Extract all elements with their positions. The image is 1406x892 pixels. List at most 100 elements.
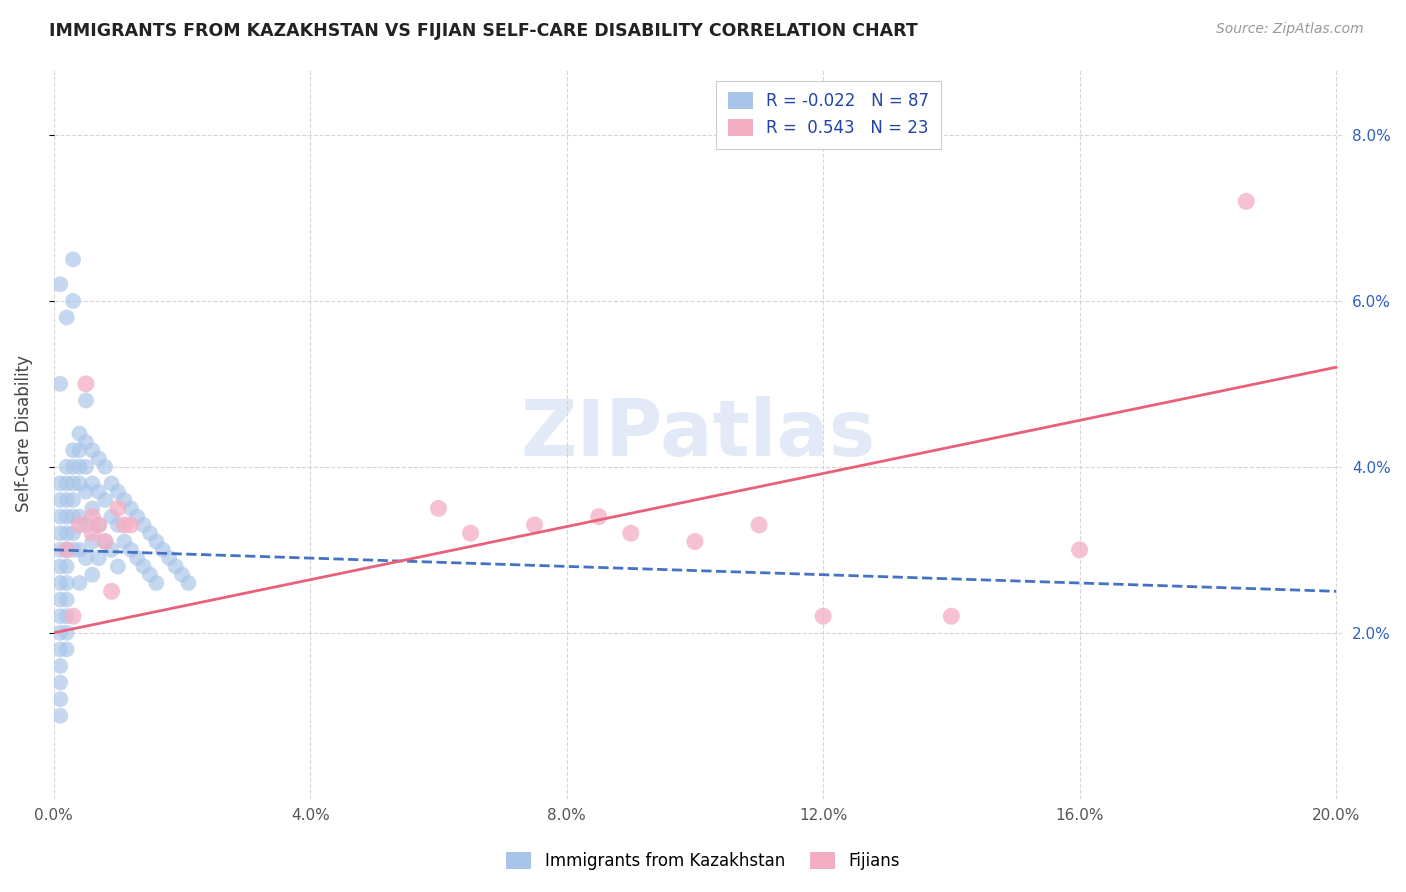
Point: [55, 609, 77, 624]
Point: [94, 493, 117, 508]
Point: [49, 675, 72, 690]
Point: [107, 559, 129, 574]
Point: [69, 576, 91, 591]
Point: [87, 451, 110, 466]
Point: [55, 592, 77, 607]
Point: [49, 376, 72, 391]
Point: [620, 526, 643, 541]
Point: [127, 551, 149, 566]
Point: [49, 476, 72, 491]
Point: [170, 567, 193, 582]
Point: [112, 493, 135, 508]
Point: [157, 551, 180, 566]
Point: [94, 534, 117, 549]
Point: [82, 501, 104, 516]
Point: [62, 542, 84, 557]
Point: [62, 526, 84, 541]
Point: [523, 517, 546, 532]
Point: [100, 509, 122, 524]
Point: [49, 559, 72, 574]
Point: [49, 642, 72, 657]
Point: [107, 484, 129, 499]
Point: [55, 509, 77, 524]
Point: [588, 509, 610, 524]
Point: [100, 542, 122, 557]
Text: IMMIGRANTS FROM KAZAKHSTAN VS FIJIAN SELF-CARE DISABILITY CORRELATION CHART: IMMIGRANTS FROM KAZAKHSTAN VS FIJIAN SEL…: [49, 22, 918, 40]
Point: [49, 592, 72, 607]
Point: [120, 542, 142, 557]
Point: [75, 376, 97, 391]
Point: [75, 434, 97, 449]
Point: [87, 551, 110, 566]
Point: [82, 443, 104, 458]
Point: [132, 559, 155, 574]
Point: [145, 534, 167, 549]
Point: [55, 476, 77, 491]
Point: [55, 493, 77, 508]
Point: [82, 567, 104, 582]
Point: [75, 459, 97, 474]
Point: [55, 625, 77, 640]
Point: [55, 310, 77, 325]
Point: [152, 542, 174, 557]
Point: [55, 542, 77, 557]
Point: [75, 393, 97, 408]
Point: [120, 517, 142, 532]
Point: [69, 476, 91, 491]
Point: [55, 576, 77, 591]
Point: [177, 576, 200, 591]
Point: [112, 534, 135, 549]
Point: [107, 517, 129, 532]
Point: [55, 642, 77, 657]
Point: [100, 476, 122, 491]
Point: [49, 509, 72, 524]
Point: [82, 509, 104, 524]
Point: [145, 576, 167, 591]
Point: [69, 517, 91, 532]
Point: [82, 534, 104, 549]
Point: [87, 517, 110, 532]
Point: [69, 542, 91, 557]
Point: [49, 692, 72, 706]
Legend: Immigrants from Kazakhstan, Fijians: Immigrants from Kazakhstan, Fijians: [499, 845, 907, 877]
Point: [139, 567, 162, 582]
Point: [62, 609, 84, 624]
Point: [49, 576, 72, 591]
Point: [427, 501, 450, 516]
Point: [120, 501, 142, 516]
Point: [941, 609, 963, 624]
Point: [49, 625, 72, 640]
Point: [55, 526, 77, 541]
Point: [94, 534, 117, 549]
Point: [75, 551, 97, 566]
Text: ZIPatlas: ZIPatlas: [520, 396, 876, 472]
Point: [100, 584, 122, 599]
Y-axis label: Self-Care Disability: Self-Care Disability: [15, 355, 32, 512]
Point: [49, 659, 72, 673]
Point: [49, 708, 72, 723]
Point: [87, 484, 110, 499]
Point: [748, 517, 770, 532]
Point: [69, 509, 91, 524]
Text: Source: ZipAtlas.com: Source: ZipAtlas.com: [1216, 22, 1364, 37]
Point: [49, 609, 72, 624]
Point: [1069, 542, 1091, 557]
Point: [62, 443, 84, 458]
Point: [1234, 194, 1257, 209]
Point: [49, 277, 72, 292]
Point: [62, 459, 84, 474]
Legend: R = -0.022   N = 87, R =  0.543   N = 23: R = -0.022 N = 87, R = 0.543 N = 23: [717, 80, 941, 148]
Point: [82, 476, 104, 491]
Point: [87, 517, 110, 532]
Point: [62, 476, 84, 491]
Point: [139, 526, 162, 541]
Point: [62, 293, 84, 308]
Point: [49, 493, 72, 508]
Point: [62, 252, 84, 267]
Point: [75, 517, 97, 532]
Point: [82, 526, 104, 541]
Point: [811, 609, 834, 624]
Point: [127, 509, 149, 524]
Point: [107, 501, 129, 516]
Point: [69, 459, 91, 474]
